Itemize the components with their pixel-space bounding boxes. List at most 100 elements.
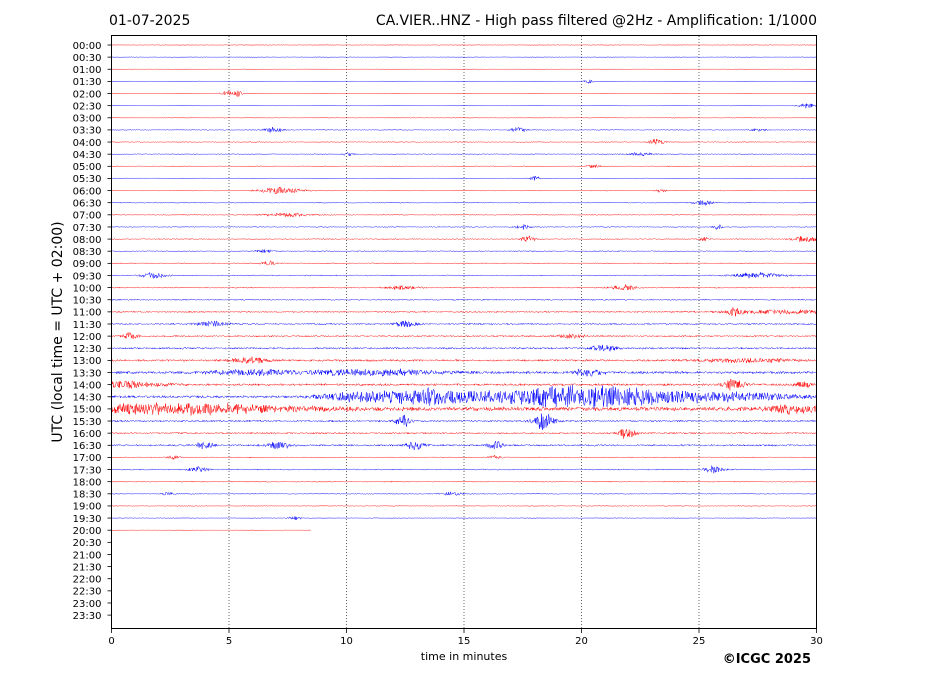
trace-1300: [111, 356, 817, 365]
row-label: 21:30: [73, 562, 102, 573]
row-label: 19:30: [73, 514, 102, 525]
row-label: 10:00: [73, 283, 102, 294]
row-label: 08:30: [73, 247, 102, 258]
row-label: 10:30: [73, 296, 102, 307]
trace-1430: [111, 384, 817, 409]
trace-1330: [111, 368, 817, 377]
trace-1830: [111, 491, 817, 496]
trace-0000: [111, 44, 817, 46]
trace-0630: [111, 199, 817, 206]
row-label: 02:00: [73, 89, 102, 100]
trace-0500: [111, 164, 817, 169]
row-label: 16:30: [73, 441, 102, 452]
row-label: 14:30: [73, 393, 102, 404]
row-label: 09:30: [73, 271, 102, 282]
x-tick-label: 25: [693, 636, 706, 647]
x-tick-label: 0: [108, 636, 114, 647]
row-label: 15:30: [73, 417, 102, 428]
date-label: 01-07-2025: [109, 13, 190, 29]
trace-0100: [111, 68, 817, 70]
x-tick-label: 15: [458, 636, 471, 647]
trace-0900: [111, 260, 817, 266]
row-label: 08:00: [73, 235, 102, 246]
row-label: 01:30: [73, 77, 102, 88]
trace-1730: [111, 465, 817, 474]
trace-0800: [111, 235, 817, 243]
copyright-label: ©ICGC 2025: [723, 652, 811, 667]
trace-0030: [111, 56, 817, 58]
x-tick-label: 20: [575, 636, 588, 647]
row-label: 23:00: [73, 599, 102, 610]
trace-1000: [111, 284, 817, 291]
trace-0400: [111, 138, 817, 145]
trace-0200: [111, 90, 817, 98]
trace-0430: [111, 151, 817, 157]
row-label: 11:00: [73, 308, 102, 319]
trace-1200: [111, 332, 817, 340]
row-label: 23:30: [73, 611, 102, 622]
row-label: 12:00: [73, 332, 102, 343]
trace-0730: [111, 223, 817, 231]
trace-1700: [111, 454, 817, 461]
row-label: 19:00: [73, 502, 102, 513]
trace-0830: [111, 249, 817, 254]
x-tick-label: 10: [340, 636, 353, 647]
row-label: 12:30: [73, 344, 102, 355]
trace-1100: [111, 307, 817, 317]
trace-1030: [111, 298, 817, 301]
trace-1130: [111, 320, 817, 328]
trace-rows: [111, 44, 817, 531]
row-label: 02:30: [73, 101, 102, 112]
row-label: 07:30: [73, 223, 102, 234]
x-axis-ticks: 0 5 10 15 20 25 30: [108, 628, 823, 647]
trace-1230: [111, 344, 817, 352]
row-label: 00:00: [73, 41, 102, 52]
row-label: 03:00: [73, 114, 102, 125]
chart-title: CA.VIER..HNZ - High pass filtered @2Hz -…: [376, 13, 817, 29]
row-label: 11:30: [73, 320, 102, 331]
row-label: 01:00: [73, 65, 102, 76]
row-label: 20:00: [73, 526, 102, 537]
trace-1500: [111, 402, 817, 416]
trace-0230: [111, 103, 817, 109]
trace-0600: [111, 186, 817, 195]
row-label: 06:30: [73, 198, 102, 209]
x-tick-label: 30: [810, 636, 823, 647]
row-label: 17:00: [73, 453, 102, 464]
row-label: 14:00: [73, 380, 102, 391]
row-label: 05:30: [73, 174, 102, 185]
row-label: 03:30: [73, 126, 102, 137]
row-label: 06:00: [73, 186, 102, 197]
trace-0330: [111, 126, 817, 133]
row-label: 04:00: [73, 138, 102, 149]
row-label: 16:00: [73, 429, 102, 440]
row-label: 15:00: [73, 405, 102, 416]
trace-1930: [111, 516, 817, 521]
trace-1530: [111, 413, 817, 430]
y-axis-label: UTC (local time = UTC + 02:00): [50, 221, 66, 442]
trace-1800: [111, 480, 817, 483]
trace-0700: [111, 212, 817, 218]
trace-0530: [111, 175, 817, 181]
row-label: 22:30: [73, 587, 102, 598]
row-label: 13:30: [73, 368, 102, 379]
trace-1600: [111, 428, 817, 439]
trace-0930: [111, 272, 817, 279]
trace-1900: [111, 505, 817, 507]
trace-1630: [111, 440, 817, 451]
x-axis-label: time in minutes: [421, 650, 508, 663]
row-label: 13:00: [73, 356, 102, 367]
row-label: 18:30: [73, 490, 102, 501]
row-label: 18:00: [73, 477, 102, 488]
trace-1400: [111, 377, 817, 391]
plot-frame: [111, 35, 817, 629]
trace-0130: [111, 79, 817, 85]
row-label: 00:30: [73, 53, 102, 64]
trace-0300: [111, 117, 817, 119]
x-tick-label: 5: [226, 636, 232, 647]
row-label: 17:30: [73, 465, 102, 476]
row-label: 22:00: [73, 575, 102, 586]
row-label: 09:00: [73, 259, 102, 270]
row-label: 21:00: [73, 550, 102, 561]
